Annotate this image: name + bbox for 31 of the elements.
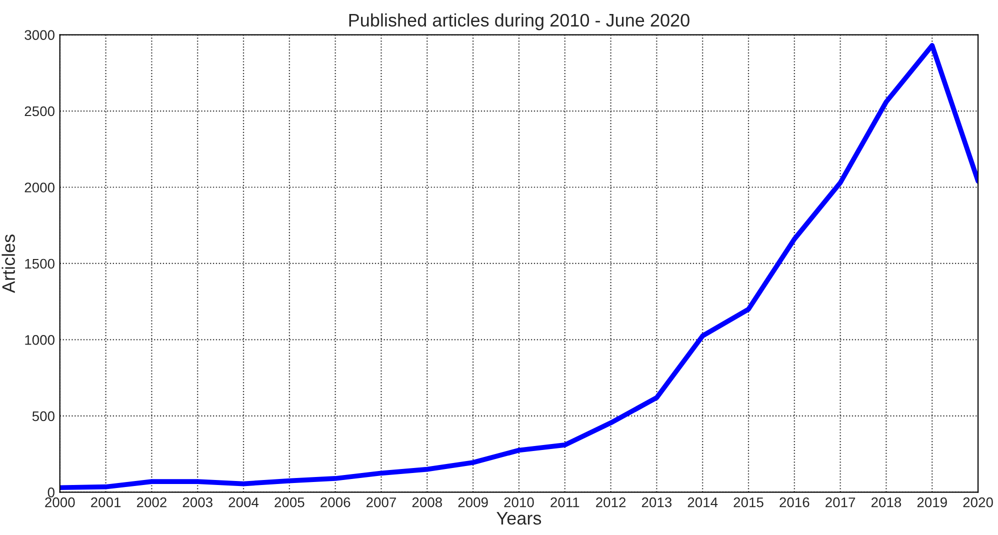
y-tick-label: 2000 bbox=[24, 182, 54, 192]
x-tick-label: 2013 bbox=[642, 497, 672, 508]
x-tick-label: 2001 bbox=[91, 497, 121, 508]
x-tick-label: 2012 bbox=[596, 497, 626, 508]
x-tick-label: 2000 bbox=[45, 497, 75, 508]
x-tick-label: 2010 bbox=[504, 497, 534, 508]
x-tick-label: 2002 bbox=[136, 497, 166, 508]
x-tick-label: 2020 bbox=[963, 497, 993, 508]
y-tick-label: 3000 bbox=[24, 30, 54, 40]
x-tick-label: 2005 bbox=[274, 497, 304, 508]
y-axis-title: Articles bbox=[2, 234, 15, 294]
y-tick-label: 1000 bbox=[25, 335, 54, 345]
x-tick-label: 2014 bbox=[688, 497, 718, 508]
y-tick-label: 2500 bbox=[24, 106, 54, 116]
x-tick-label: 2007 bbox=[366, 497, 396, 508]
x-tick-label: 2004 bbox=[228, 497, 259, 508]
x-tick-label: 2003 bbox=[182, 497, 212, 508]
x-tick-label: 2019 bbox=[917, 497, 947, 508]
x-tick-label: 2016 bbox=[780, 497, 810, 508]
x-tick-label: 2006 bbox=[320, 497, 350, 508]
chart-title: Published articles during 2010 - June 2020 bbox=[349, 13, 690, 30]
y-tick-label: 1500 bbox=[25, 258, 54, 269]
x-tick-label: 2015 bbox=[734, 497, 764, 508]
x-tick-label: 2011 bbox=[550, 497, 580, 508]
y-tick-label: 0 bbox=[48, 488, 54, 498]
x-tick-label: 2008 bbox=[412, 497, 442, 508]
x-axis-title: Years bbox=[496, 512, 542, 525]
y-tick-label: 500 bbox=[32, 411, 54, 422]
x-tick-label: 2018 bbox=[871, 497, 902, 508]
x-tick-label: 2009 bbox=[458, 497, 488, 508]
x-tick-label: 2017 bbox=[826, 497, 856, 508]
